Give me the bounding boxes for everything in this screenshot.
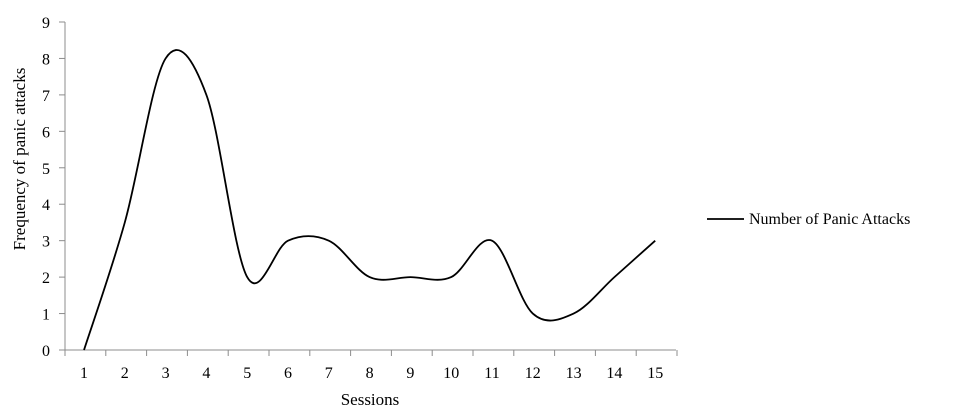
x-tick-label: 3 — [162, 365, 170, 382]
legend: Number of Panic Attacks — [707, 211, 910, 228]
x-tick-label: 2 — [121, 365, 129, 382]
y-tick-label: 8 — [42, 51, 50, 68]
legend-label: Number of Panic Attacks — [749, 211, 910, 228]
y-tick-label: 6 — [42, 124, 50, 141]
x-tick-label: 13 — [566, 365, 582, 382]
series-layer — [83, 49, 656, 351]
x-tick-label: 12 — [525, 365, 541, 382]
x-tick-label: 6 — [284, 365, 292, 382]
x-tick-label: 15 — [647, 365, 663, 382]
y-tick-label: 7 — [42, 88, 50, 105]
x-axis: 1 2 3 4 5 6 7 8 9 10 11 12 13 14 15 — [64, 349, 678, 382]
x-tick-label: 7 — [325, 365, 333, 382]
x-tick-label: 1 — [80, 365, 88, 382]
y-axis-title: Frequency of panic attacks — [10, 68, 29, 251]
x-tick-label: 10 — [443, 365, 459, 382]
y-tick-label: 4 — [42, 197, 50, 214]
y-tick-label: 5 — [42, 161, 50, 178]
x-tick-label: 11 — [484, 365, 499, 382]
x-tick-label: 4 — [202, 365, 210, 382]
series-line-panic-attacks — [83, 49, 656, 351]
y-axis: 0 1 2 3 4 5 6 7 8 9 — [42, 15, 66, 360]
x-tick-label: 14 — [606, 365, 622, 382]
x-tick-label: 5 — [243, 365, 251, 382]
x-axis-title: Sessions — [341, 390, 400, 409]
x-tick-label: 8 — [366, 365, 374, 382]
y-tick-label: 9 — [42, 15, 50, 32]
y-tick-label: 2 — [42, 270, 50, 287]
x-tick-label: 9 — [406, 365, 414, 382]
y-tick-label: 3 — [42, 234, 50, 251]
y-tick-label: 1 — [42, 307, 50, 324]
y-tick-label: 0 — [42, 343, 50, 360]
